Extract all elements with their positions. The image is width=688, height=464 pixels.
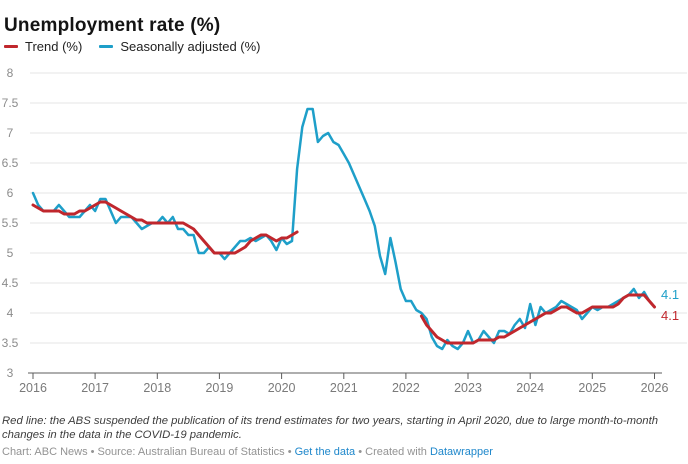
- x-axis-label: 2025: [578, 381, 606, 395]
- y-axis-label: 8: [7, 66, 14, 80]
- trend-line-swatch-icon: [4, 45, 18, 48]
- series-line-trend: [419, 293, 656, 345]
- legend-label-seasonally-adjusted: Seasonally adjusted (%): [120, 39, 261, 54]
- x-axis-label: 2023: [454, 381, 482, 395]
- y-axis-label: 4: [7, 306, 14, 320]
- x-axis-label: 2024: [516, 381, 544, 395]
- footnote: Red line: the ABS suspended the publicat…: [2, 415, 658, 442]
- y-axis-label: 6: [7, 186, 14, 200]
- x-axis-label: 2020: [268, 381, 296, 395]
- x-axis-label: 2026: [641, 381, 669, 395]
- plot-area: 2016 2017 2018 2019 2020 2021 2022 2023 2024 2025…: [2, 66, 687, 395]
- y-axis-label: 5: [7, 246, 14, 260]
- credit-line: Chart: ABC News • Source: Australian Bur…: [2, 446, 686, 458]
- seasonally-adjusted-line-swatch-icon: [99, 45, 114, 48]
- credit-text: • Created with: [355, 446, 430, 458]
- credit-text: Chart: ABC News • Source: Australian Bur…: [2, 446, 295, 458]
- end-value-label: 4.1: [661, 287, 679, 302]
- y-axis-label: 6.5: [2, 156, 19, 170]
- chart-title: Unemployment rate (%): [4, 14, 221, 36]
- y-axis-label: 7.5: [2, 96, 19, 110]
- y-axis-label: 3: [7, 366, 14, 380]
- y-axis-label: 4.5: [2, 276, 19, 290]
- x-axis-label: 2018: [143, 381, 171, 395]
- end-value-label: 4.1: [661, 308, 679, 323]
- series-line-seasonally-adjusted: [31, 107, 656, 351]
- x-axis-label: 2019: [205, 381, 233, 395]
- x-axis-label: 2016: [19, 381, 47, 395]
- legend: Trend (%) Seasonally adjusted (%): [4, 39, 278, 54]
- y-axis-label: 7: [7, 126, 14, 140]
- series-line-trend: [31, 200, 299, 255]
- x-axis-label: 2021: [330, 381, 358, 395]
- y-axis-label: 5.5: [2, 216, 19, 230]
- x-axis-label: 2022: [392, 381, 420, 395]
- get-the-data-link[interactable]: Get the data: [294, 446, 356, 458]
- legend-item-trend: Trend (%): [4, 39, 82, 54]
- x-axis-label: 2017: [81, 381, 109, 395]
- legend-label-trend: Trend (%): [25, 39, 83, 54]
- y-axis-label: 3.5: [2, 336, 19, 350]
- legend-item-seasonally-adjusted: Seasonally adjusted (%): [99, 39, 261, 54]
- datawrapper-link[interactable]: Datawrapper: [429, 446, 493, 458]
